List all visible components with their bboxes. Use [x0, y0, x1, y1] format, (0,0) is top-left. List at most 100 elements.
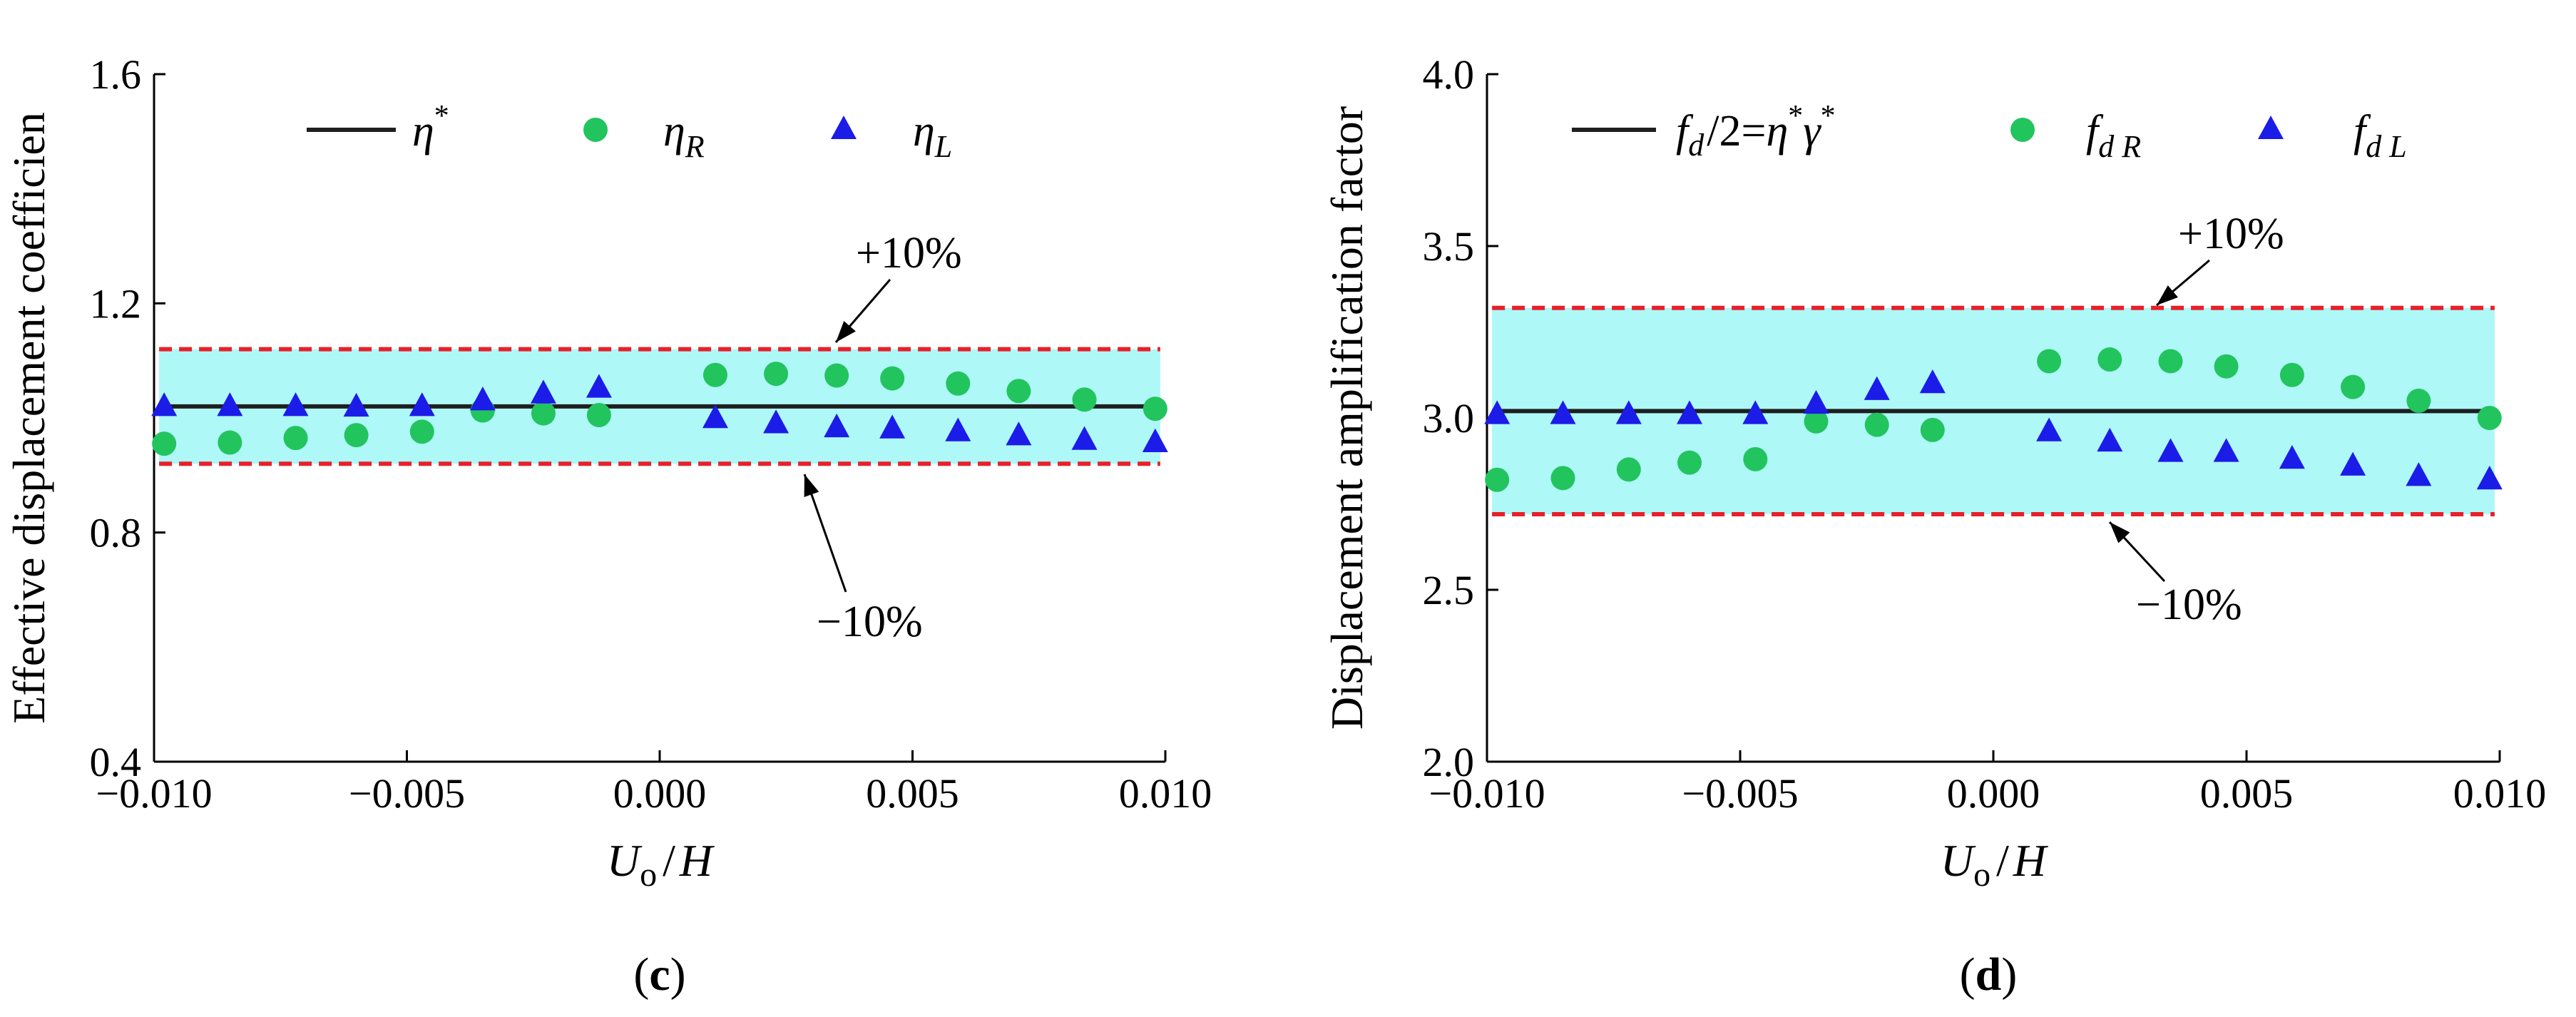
panel-d-y-tick-label: 2.0 [1423, 739, 1475, 785]
panel-c-x-tick-label: −0.005 [349, 770, 465, 817]
panel-d-point-blue-triangle [1864, 376, 1890, 400]
panel-d-x-tick-label: −0.010 [1428, 770, 1545, 817]
panel-c-point-green-circle [409, 419, 434, 444]
panel-d-legend-entry-green: fd R [2086, 107, 2141, 164]
panel-d-point-blue-triangle [2340, 451, 2366, 476]
panel-d-legend-entry-blue: fd L [2353, 107, 2407, 164]
panel-c-point-blue-triangle [586, 374, 612, 398]
panel-d-point-green-circle [1743, 446, 1768, 471]
panel-c-point-green-circle [764, 362, 789, 387]
panel-c-point-blue-triangle [879, 414, 906, 439]
panel-d-point-green-circle [2279, 362, 2304, 387]
panel-d-y-axis-title: Displacement amplification factor [1322, 106, 1372, 730]
panel-c-point-green-circle [1143, 397, 1167, 421]
panel-d-y-tick-label: 2.5 [1423, 567, 1475, 613]
panel-d-point-green-circle [2341, 374, 2366, 399]
panel-c-legend-entry-blue: ηL [913, 107, 952, 164]
panel-d-point-blue-triangle [1550, 400, 1576, 424]
panel-d-point-blue-triangle [2279, 445, 2305, 469]
panel-c-point-green-circle [946, 371, 971, 396]
panel-d-point-green-circle [1864, 412, 1889, 437]
panel-d-point-blue-triangle [1742, 400, 1769, 424]
panel-d-point-green-circle [2406, 388, 2431, 413]
panel-d-x-axis-title: Uo/H [1941, 835, 2049, 894]
panel-d-point-blue-triangle [2406, 462, 2432, 486]
panel-d-point-green-circle [2477, 406, 2502, 430]
panel-d-panel-label: (d) [1960, 949, 2018, 1001]
panel-c-point-blue-triangle [824, 413, 850, 438]
panel-c-lower-annotation: −10% [817, 598, 923, 646]
panel-c-point-blue-triangle [469, 387, 496, 411]
panel-d-x-tick-label: 0.000 [1947, 770, 2040, 817]
panel-d-point-green-circle [2037, 349, 2062, 374]
panel-d-x-tick-label: −0.005 [1682, 770, 1798, 817]
panel-d-point-green-circle [1616, 457, 1641, 482]
panel-d-y-tick-label: 4.0 [1423, 51, 1475, 98]
panel-c-point-blue-triangle [1006, 421, 1032, 446]
panel-d-point-green-circle [2158, 349, 2183, 374]
panel-c-x-tick-label: 0.005 [866, 770, 959, 817]
panel-c-point-blue-triangle [702, 404, 728, 429]
panel-d-point-green-circle [2214, 354, 2239, 379]
panel-d-lower-annotation: −10% [2136, 581, 2242, 629]
panel-d-chart: 2.0 2.5 3.0 3.5 4.0 −0.010 −0.005 0.000 0.005 0.0… [1322, 51, 2546, 1001]
panel-d-point-blue-triangle [2036, 417, 2063, 441]
panel-c-point-green-circle [586, 402, 611, 427]
panel-d-point-green-circle [1485, 467, 1510, 492]
panel-d-point-green-circle [1550, 466, 1575, 491]
panel-c-x-tick-label: 0.000 [613, 770, 707, 817]
panel-d-lower-arrow-head [2110, 522, 2130, 543]
panel-d-legend-blue-triangle [2258, 116, 2284, 139]
panel-d-y-tick-label: 3.5 [1423, 223, 1475, 270]
panel-c-legend-blue-triangle [831, 116, 857, 139]
panel-d-point-blue-triangle [1484, 400, 1511, 424]
panel-c-point-green-circle [1072, 387, 1097, 412]
panel-c-y-tick-label: 0.8 [90, 510, 142, 556]
panel-c-point-green-circle [1006, 379, 1031, 404]
panel-c-legend-green-circle [583, 118, 608, 142]
panel-d-point-blue-triangle [2157, 438, 2184, 462]
panel-d-point-green-circle [2097, 347, 2122, 372]
panel-d-point-blue-triangle [2213, 438, 2239, 462]
panel-c-point-blue-triangle [763, 409, 789, 434]
panel-c-lower-arrow-head [804, 474, 819, 497]
panel-c-point-green-circle [218, 430, 242, 455]
panel-d-point-blue-triangle [1615, 400, 1642, 424]
panel-d-point-blue-triangle [2476, 465, 2503, 490]
panel-c-point-green-circle [531, 401, 556, 426]
panel-d-legend-green-circle [2010, 118, 2035, 142]
panel-c-x-tick-label: −0.010 [96, 770, 212, 817]
panel-d-point-green-circle [1804, 409, 1829, 434]
panel-d-point-green-circle [1677, 450, 1702, 475]
panel-c-point-blue-triangle [1071, 426, 1098, 450]
panel-c-point-green-circle [344, 423, 369, 448]
panel-c-legend-entry-reference: η* [412, 100, 449, 155]
panel-c-upper-annotation: +10% [856, 229, 962, 277]
panel-c-y-tick-label: 0.4 [90, 739, 142, 785]
panel-d-point-green-circle [1920, 417, 1945, 442]
panel-d-upper-annotation: +10% [2178, 210, 2284, 258]
panel-c-point-blue-triangle [409, 392, 435, 416]
panel-c-x-axis-title: Uo/H [607, 835, 715, 894]
panel-c-point-blue-triangle [945, 417, 971, 441]
panel-c-y-tick-label: 1.2 [90, 280, 142, 327]
panel-c-point-blue-triangle [151, 392, 178, 416]
panel-c-point-green-circle [824, 363, 849, 388]
panel-d-point-blue-triangle [2097, 427, 2123, 452]
panel-c-x-tick-label: 0.010 [1119, 770, 1212, 817]
panel-c-point-blue-triangle [282, 392, 309, 416]
panel-d-point-blue-triangle [1803, 389, 1829, 414]
panel-d-upper-arrow-head [2157, 285, 2178, 305]
panel-d-x-tick-label: 0.010 [2453, 770, 2547, 817]
panel-c-y-tick-label: 1.6 [90, 51, 142, 98]
panel-c-chart: 0.4 0.8 1.2 1.6 −0.010 −0.005 0.000 0.005 0.010 E… [4, 51, 1212, 1001]
panel-c-point-blue-triangle [217, 392, 243, 416]
panel-c-point-blue-triangle [343, 392, 369, 417]
panel-d-point-blue-triangle [1919, 369, 1946, 394]
panel-c-point-green-circle [152, 431, 177, 456]
panel-c-upper-arrow-head [836, 321, 856, 342]
panel-d-point-blue-triangle [1677, 400, 1702, 424]
panel-d-y-tick-label: 3.0 [1423, 395, 1475, 441]
panel-c-y-axis-title: Effective displacement coefficien [4, 112, 54, 724]
